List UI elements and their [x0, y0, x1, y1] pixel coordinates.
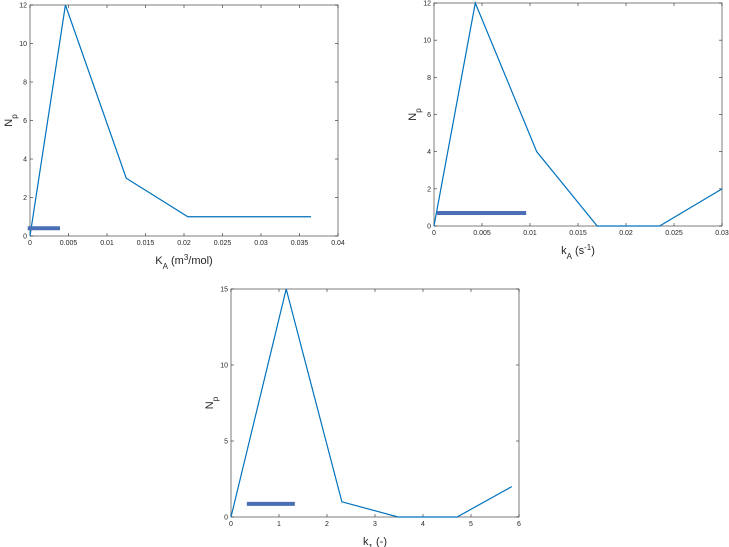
chart: 0 0.005 0.01 0.015 0.02 0.025 0.03 0 2 4 6 8 10 12 kA …	[407, 1, 729, 261]
x-tick-label: 6	[517, 521, 521, 528]
x-tick-label: 0.02	[619, 230, 633, 237]
data-line	[29, 4, 312, 237]
y-tick-label: 10	[423, 38, 431, 45]
plot-box	[230, 288, 520, 518]
x-axis-label-part: (m	[168, 255, 184, 267]
x-tick-label: 0.015	[137, 240, 155, 247]
x-tick-label: 0.005	[473, 230, 491, 237]
x-axis-label-part: /mol)	[188, 255, 212, 267]
y-tick-label: 2	[23, 195, 27, 202]
x-tick-label: 0.005	[60, 240, 78, 247]
x-tick-label: 2	[325, 521, 329, 528]
x-tick-label: 0	[229, 521, 233, 528]
x-axis-label-part: (s	[572, 245, 585, 257]
x-axis-label-part: K	[155, 255, 163, 267]
y-axis-label-part: N	[3, 119, 15, 127]
y-tick-label: 15	[220, 287, 228, 294]
y-tick-label: 0	[23, 234, 27, 241]
x-tick-label: 0	[28, 240, 32, 247]
y-tick-label: 6	[427, 112, 431, 119]
y-tick-label: 8	[23, 80, 27, 87]
x-tick-label: 0.03	[715, 230, 729, 237]
y-tick-label: 4	[23, 157, 27, 164]
data-line	[433, 0, 723, 227]
y-axis-label: Np	[407, 108, 423, 121]
x-tick-label: 0.02	[177, 240, 191, 247]
x-tick-label: 0	[432, 230, 436, 237]
x-tick-label: 0.01	[100, 240, 114, 247]
x-tick-label: 0.025	[214, 240, 232, 247]
x-axis-label-part: A	[163, 262, 169, 271]
x-axis-label: k1 (-)	[363, 536, 387, 547]
y-axis-label: Np	[204, 396, 220, 409]
y-tick-label: 6	[23, 118, 27, 125]
x-tick-label: 5	[469, 521, 473, 528]
y-tick-label: 10	[19, 41, 27, 48]
y-tick-label: 12	[423, 1, 431, 8]
y-tick-label: 0	[427, 224, 431, 231]
x-axis-label-part: 1	[369, 543, 374, 547]
y-tick-label: 5	[224, 439, 228, 446]
x-axis-label: KA (m3/mol)	[155, 253, 212, 271]
data-line	[230, 288, 513, 518]
plot-box	[433, 2, 723, 227]
y-tick-label: 2	[427, 186, 431, 193]
y-axis-label: Np	[3, 114, 19, 127]
x-tick-label: 0.01	[523, 230, 537, 237]
x-tick-label: 1	[277, 521, 281, 528]
y-axis-label-part: p	[211, 396, 220, 401]
plot-box	[29, 4, 339, 237]
x-tick-label: 0.03	[254, 240, 268, 247]
x-axis-label: kA (s-1)	[561, 243, 595, 261]
x-tick-label: 0.04	[331, 240, 345, 247]
x-tick-label: 3	[373, 521, 377, 528]
y-tick-label: 8	[427, 75, 431, 82]
x-axis-label-part: k	[363, 536, 369, 547]
x-axis-label-part: 3	[184, 253, 189, 262]
x-axis-label-part: )	[591, 245, 595, 257]
y-tick-label: 10	[220, 363, 228, 370]
x-tick-label: 0.015	[569, 230, 587, 237]
y-axis-label-part: N	[204, 401, 216, 409]
chart: 0 0.005 0.01 0.015 0.02 0.025 0.03 0.035 0.04 0 2 4…	[3, 3, 345, 271]
x-tick-label: 0.035	[291, 240, 309, 247]
y-tick-label: 0	[224, 515, 228, 522]
x-axis-label-part: -1	[584, 243, 592, 252]
y-axis-label-part: N	[407, 113, 419, 121]
x-axis-label-part: A	[567, 252, 573, 261]
y-axis-label-part: p	[10, 114, 19, 119]
y-tick-label: 4	[427, 149, 431, 156]
y-axis-label-part: p	[414, 108, 423, 113]
x-tick-label: 4	[421, 521, 425, 528]
x-axis-label-part: k	[561, 245, 567, 257]
x-tick-label: 0.025	[665, 230, 683, 237]
x-axis-label-part: (-)	[373, 536, 387, 547]
y-tick-label: 12	[19, 3, 27, 10]
